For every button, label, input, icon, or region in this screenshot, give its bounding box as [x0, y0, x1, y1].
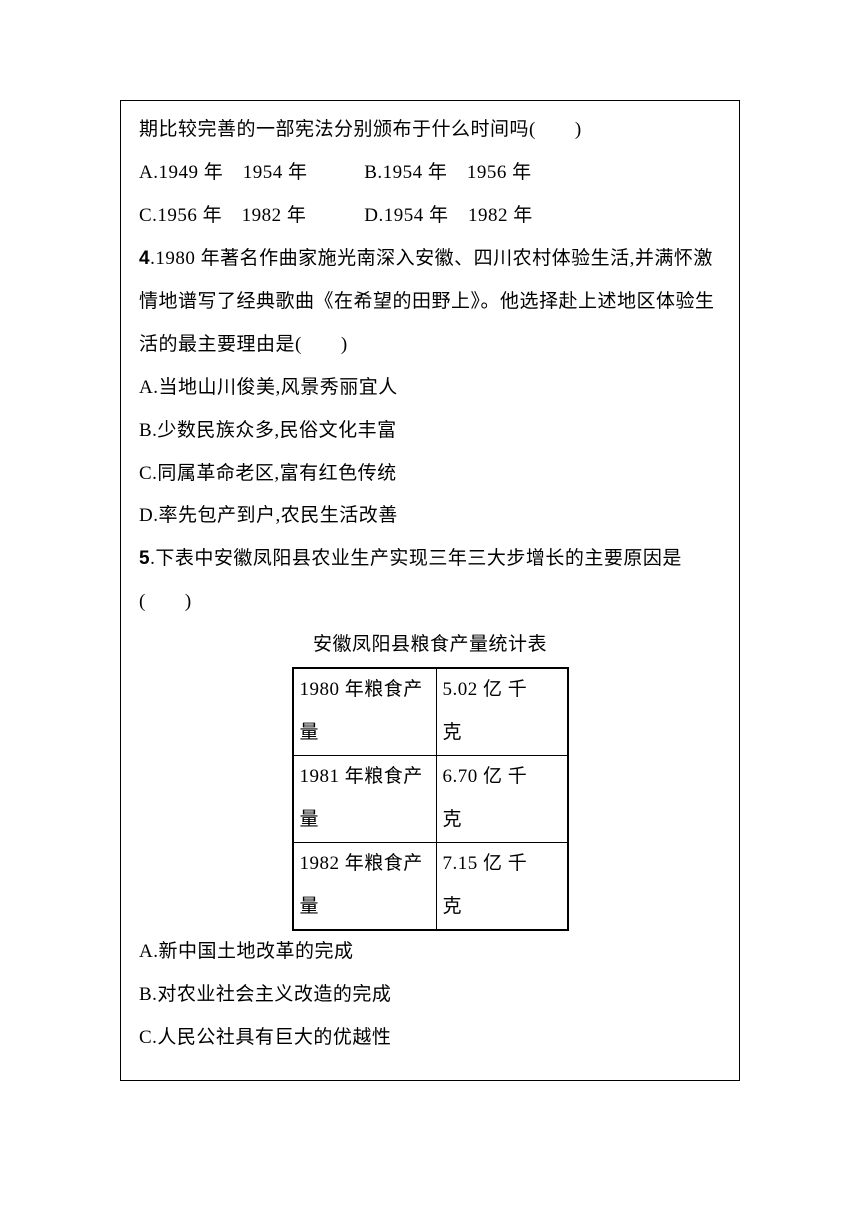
cell-text: 量 — [300, 722, 320, 743]
table-row: 1982 年粮食产 量 7.15 亿 千 克 — [293, 842, 568, 929]
cell-amt-1981: 6.70 亿 千 克 — [436, 756, 568, 843]
cell-amt-1982: 7.15 亿 千 克 — [436, 842, 568, 929]
q3-option-b: B.1954 年 1956 年 — [364, 152, 531, 195]
q3-stem-fragment: 期比较完善的一部宪法分别颁布于什么时间吗( ) — [139, 109, 721, 152]
q4-option-d: D.率先包产到户,农民生活改善 — [139, 495, 721, 538]
grain-table: 1980 年粮食产 量 5.02 亿 千 克 1981 年粮食产 量 6.70 … — [292, 667, 569, 931]
q5-number: 5 — [139, 548, 150, 569]
q4-line3: 活的最主要理由是( ) — [139, 324, 721, 367]
q4-line1: 4.1980 年著名作曲家施光南深入安徽、四川农村体验生活,并满怀激 — [139, 238, 721, 281]
q5-text-l1: .下表中安徽凤阳县农业生产实现三年三大步增长的主要原因是 — [150, 548, 682, 569]
cell-text: 7.15 亿 千 — [443, 853, 528, 874]
cell-text: 5.02 亿 千 — [443, 679, 528, 700]
cell-text: 1980 年粮食产 — [300, 679, 423, 700]
cell-year-1981: 1981 年粮食产 量 — [293, 756, 437, 843]
cell-year-1980: 1980 年粮食产 量 — [293, 668, 437, 755]
cell-text: 克 — [443, 809, 463, 830]
q5-line1: 5.下表中安徽凤阳县农业生产实现三年三大步增长的主要原因是 — [139, 538, 721, 581]
table-row: 1981 年粮食产 量 6.70 亿 千 克 — [293, 756, 568, 843]
q4-option-a: A.当地山川俊美,风景秀丽宜人 — [139, 367, 721, 410]
page: 期比较完善的一部宪法分别颁布于什么时间吗( ) A.1949 年 1954 年 … — [0, 0, 860, 1216]
table-title: 安徽凤阳县粮食产量统计表 — [139, 624, 721, 667]
cell-text: 克 — [443, 722, 463, 743]
q4-number: 4 — [139, 248, 150, 269]
cell-year-1982: 1982 年粮食产 量 — [293, 842, 437, 929]
q4-text-l1: .1980 年著名作曲家施光南深入安徽、四川农村体验生活,并满怀激 — [150, 248, 713, 269]
cell-text: 1981 年粮食产 — [300, 766, 423, 787]
q5-option-b: B.对农业社会主义改造的完成 — [139, 974, 721, 1017]
cell-text: 克 — [443, 896, 463, 917]
table-row: 1980 年粮食产 量 5.02 亿 千 克 — [293, 668, 568, 755]
q5-option-c: C.人民公社具有巨大的优越性 — [139, 1017, 721, 1060]
q5-option-a: A.新中国土地改革的完成 — [139, 931, 721, 974]
cell-text: 6.70 亿 千 — [443, 766, 528, 787]
q3-options-row2: C.1956 年 1982 年 D.1954 年 1982 年 — [139, 195, 721, 238]
cell-amt-1980: 5.02 亿 千 克 — [436, 668, 568, 755]
q3-option-a: A.1949 年 1954 年 — [139, 152, 359, 195]
cell-text: 量 — [300, 896, 320, 917]
q4-option-b: B.少数民族众多,民俗文化丰富 — [139, 410, 721, 453]
q3-option-d: D.1954 年 1982 年 — [364, 195, 532, 238]
content-box: 期比较完善的一部宪法分别颁布于什么时间吗( ) A.1949 年 1954 年 … — [120, 100, 740, 1081]
q3-option-c: C.1956 年 1982 年 — [139, 195, 359, 238]
q4-line2: 情地谱写了经典歌曲《在希望的田野上》。他选择赴上述地区体验生 — [139, 281, 721, 324]
cell-text: 量 — [300, 809, 320, 830]
q4-option-c: C.同属革命老区,富有红色传统 — [139, 453, 721, 496]
q3-options-row1: A.1949 年 1954 年 B.1954 年 1956 年 — [139, 152, 721, 195]
cell-text: 1982 年粮食产 — [300, 853, 423, 874]
q5-line2: ( ) — [139, 581, 721, 624]
